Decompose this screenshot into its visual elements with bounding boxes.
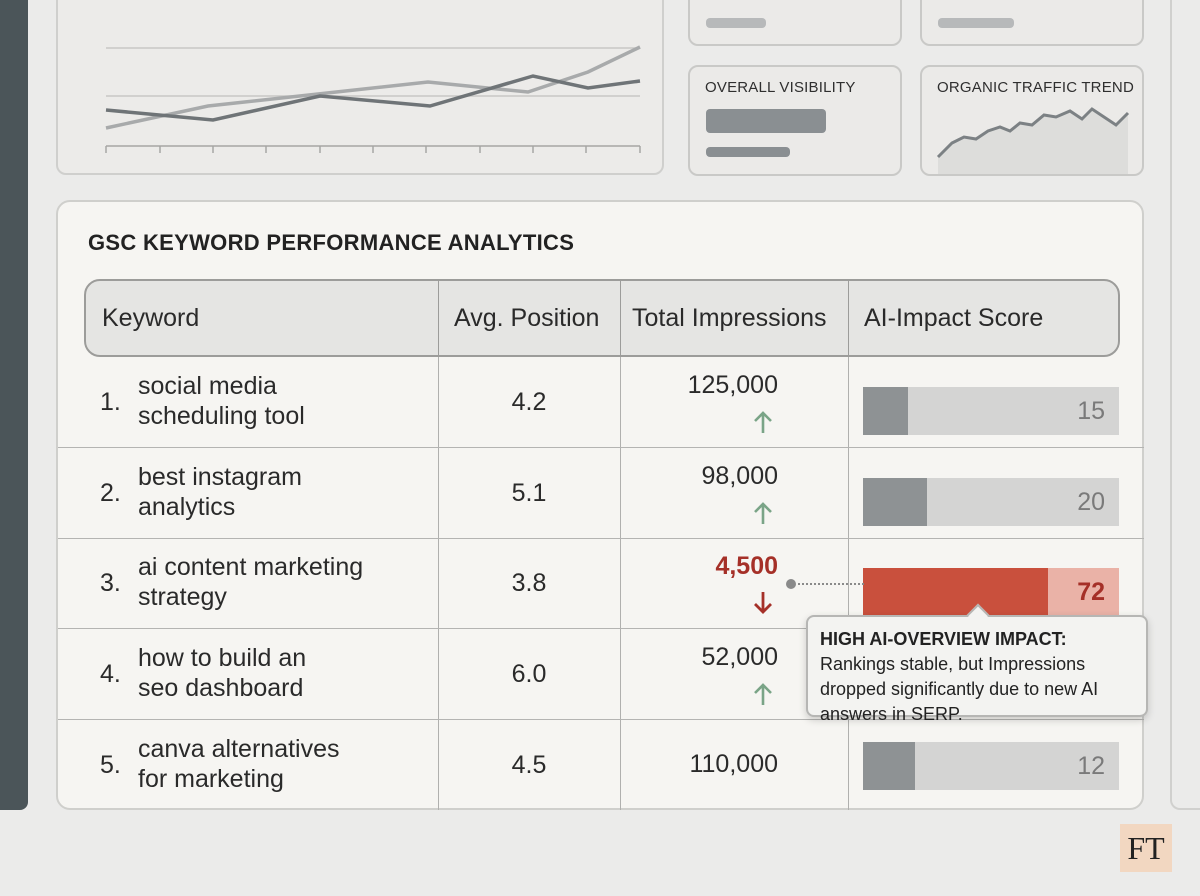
avg-position-cell: 4.2: [511, 388, 547, 416]
visibility-bar-primary: [706, 109, 826, 133]
score-value: 20: [1077, 488, 1105, 516]
row-number: 3.: [100, 569, 121, 597]
table-row[interactable]: 2. best instagram analytics 5.1 98,000 2…: [58, 448, 1144, 538]
keyword-cell: best instagram analytics: [138, 463, 302, 521]
avg-position-cell: 3.8: [511, 569, 547, 597]
arrow-up-icon: [754, 502, 772, 524]
ai-impact-score-bar: 20: [863, 478, 1119, 526]
table-row[interactable]: 4. how to build an seo dashboard 6.0 52,…: [58, 629, 1144, 719]
trend-chart: [105, 45, 641, 153]
avg-position-cell: 6.0: [511, 660, 547, 688]
top-card-right: [920, 0, 1144, 46]
row-number: 4.: [100, 660, 121, 688]
table-row-alert[interactable]: 3. ai content marketing strategy 3.8 4,5…: [58, 538, 1144, 628]
score-value: 12: [1077, 752, 1105, 780]
right-panel-edge: [1170, 0, 1200, 810]
table-row[interactable]: 1. social media scheduling tool 4.2 125,…: [58, 357, 1144, 447]
impressions-cell-alert: 4,500: [715, 552, 778, 580]
table-header: Keyword Avg. Position Total Impressions …: [84, 279, 1120, 357]
ai-impact-score-bar: 15: [863, 387, 1119, 435]
top-card-left: [688, 0, 902, 46]
trend-chart-panel: [56, 0, 664, 175]
ft-logo: FT: [1120, 824, 1172, 872]
organic-traffic-trend-label: ORGANIC TRAFFIC TREND: [937, 79, 1134, 96]
score-value: 72: [1077, 578, 1105, 606]
keyword-cell: canva alternatives for marketing: [138, 735, 340, 793]
visibility-bar-secondary: [706, 147, 790, 157]
tooltip-heading: HIGH AI-OVERVIEW IMPACT:: [820, 629, 1067, 649]
arrow-up-icon: [754, 411, 772, 433]
table-row[interactable]: 5. canva alternatives for marketing 4.5 …: [58, 720, 1144, 810]
overall-visibility-card[interactable]: OVERALL VISIBILITY: [688, 65, 902, 176]
keyword-cell: ai content marketing strategy: [138, 553, 364, 611]
impressions-cell: 98,000: [701, 462, 778, 490]
header-total-impressions[interactable]: Total Impressions: [632, 304, 827, 332]
trend-line-light: [105, 45, 641, 130]
callout-anchor-dot: [786, 579, 796, 589]
left-rail: [0, 0, 28, 810]
trend-line-dark: [105, 74, 641, 122]
traffic-sparkline: [936, 107, 1130, 174]
ai-impact-tooltip: HIGH AI-OVERVIEW IMPACT: Rankings stable…: [806, 603, 1148, 724]
callout-connector: [798, 583, 864, 585]
avg-position-cell: 5.1: [511, 479, 547, 507]
impressions-cell: 125,000: [687, 371, 778, 399]
avg-position-cell: 4.5: [511, 751, 547, 779]
ai-impact-score-bar: 12: [863, 742, 1119, 790]
header-avg-position[interactable]: Avg. Position: [454, 304, 600, 332]
header-keyword[interactable]: Keyword: [102, 304, 200, 332]
header-ai-impact-score[interactable]: AI-Impact Score: [864, 304, 1044, 332]
row-number: 5.: [100, 751, 121, 779]
row-number: 2.: [100, 479, 121, 507]
arrow-up-icon: [754, 683, 772, 705]
table-title: GSC KEYWORD PERFORMANCE ANALYTICS: [88, 230, 575, 255]
keyword-performance-card: GSC KEYWORD PERFORMANCE ANALYTICS Keywor…: [56, 200, 1148, 810]
row-number: 1.: [100, 388, 121, 416]
keyword-cell: how to build an seo dashboard: [138, 644, 307, 702]
arrow-down-icon: [754, 592, 772, 614]
impressions-cell: 110,000: [689, 750, 778, 778]
organic-traffic-trend-card[interactable]: ORGANIC TRAFFIC TREND: [920, 65, 1144, 176]
ai-impact-score-bar-alert: 72: [863, 568, 1119, 616]
overall-visibility-label: OVERALL VISIBILITY: [705, 79, 856, 96]
score-value: 15: [1077, 397, 1105, 425]
keyword-cell: social media scheduling tool: [138, 372, 305, 430]
impressions-cell: 52,000: [701, 643, 778, 671]
tooltip-body: Rankings stable, but Impressions dropped…: [820, 654, 1099, 724]
